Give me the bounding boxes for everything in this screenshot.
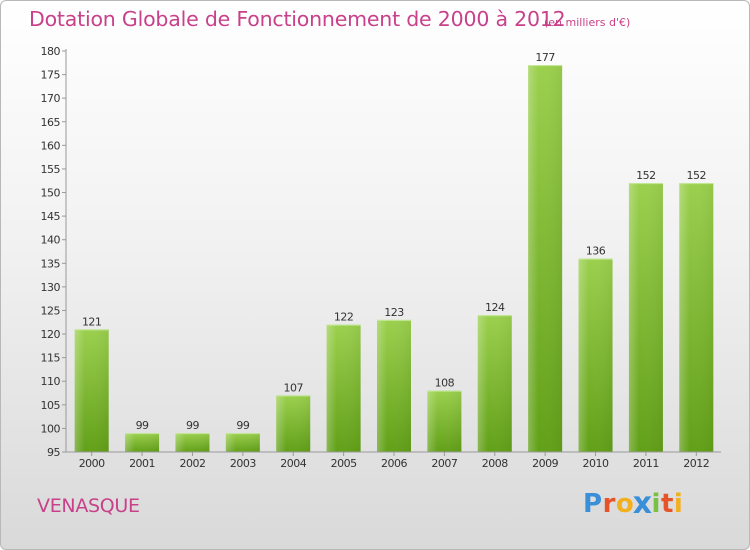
y-tick-label: 125 [41, 304, 61, 317]
chart-title: Dotation Globale de Fonctionnement de 20… [29, 7, 566, 31]
x-tick-label: 2008 [482, 457, 508, 470]
x-tick-label: 2004 [280, 457, 306, 470]
bar-value-label: 136 [586, 245, 606, 258]
x-tick-label: 2003 [230, 457, 256, 470]
y-tick-label: 180 [41, 45, 61, 58]
bar-value-label: 99 [236, 419, 249, 432]
bar-value-label: 124 [485, 301, 505, 314]
bar-shade [326, 324, 361, 452]
y-tick-label: 175 [41, 69, 61, 82]
x-tick-label: 2007 [431, 457, 457, 470]
bar-shade [276, 395, 311, 452]
bar-value-label: 123 [384, 306, 404, 319]
y-tick-label: 165 [41, 116, 61, 129]
bar-value-label: 152 [636, 169, 656, 182]
logo-letter: t [660, 489, 674, 519]
x-tick-label: 2000 [79, 457, 105, 470]
x-tick-label: 2001 [129, 457, 155, 470]
proxiti-logo: Proxiti [583, 486, 684, 522]
bar-value-label: 108 [435, 377, 455, 390]
y-tick-label: 160 [41, 139, 61, 152]
x-tick-label: 2006 [381, 457, 407, 470]
y-tick-label: 155 [41, 163, 61, 176]
bar-value-label: 107 [283, 381, 303, 394]
y-tick-label: 140 [41, 234, 61, 247]
y-tick-label: 105 [41, 399, 61, 412]
logo-letter: o [615, 489, 635, 519]
y-tick-label: 145 [41, 210, 61, 223]
y-tick-label: 115 [41, 352, 61, 365]
x-tick-label: 2009 [532, 457, 558, 470]
logo-letter: i [651, 489, 661, 519]
bar-shade [427, 390, 462, 452]
y-tick-label: 170 [41, 92, 61, 105]
bar-value-label: 99 [186, 419, 199, 432]
bar-shade [377, 319, 411, 452]
bar-shade [528, 65, 563, 452]
bar-value-label: 99 [136, 419, 149, 432]
logo-letter: i [673, 489, 684, 519]
y-tick-label: 100 [41, 422, 61, 435]
bar-shade [225, 433, 260, 452]
x-tick-label: 2010 [583, 457, 609, 470]
bar-shade [125, 433, 160, 452]
logo-letter: P [583, 489, 603, 519]
bar-value-label: 152 [687, 169, 707, 182]
bars: 121 99 99 99 107 122 123 108 124 177 136 152 152 [74, 51, 714, 452]
bar-shade [628, 183, 663, 452]
y-tick-label: 135 [41, 257, 61, 270]
y-tick-label: 150 [41, 187, 61, 200]
bar-value-label: 122 [334, 311, 354, 324]
bar-value-label: 177 [535, 51, 555, 64]
x-tick-label: 2011 [633, 457, 659, 470]
x-axis: 2000 2001 2002 2003 2004 2005 2006 2007 2008 2009… [66, 451, 721, 470]
x-tick-label: 2012 [683, 457, 709, 470]
x-tick-label: 2002 [179, 457, 205, 470]
bar-value-label: 121 [82, 315, 102, 328]
logo-letter: r [602, 489, 616, 519]
x-tick-label: 2005 [331, 457, 357, 470]
logo-letter: x [632, 486, 653, 522]
chart-unit: (en milliers d'€) [544, 16, 631, 29]
bar-shade [578, 258, 613, 452]
commune-name: VENASQUE [37, 495, 140, 517]
y-tick-label: 95 [47, 446, 60, 459]
y-tick-label: 130 [41, 281, 61, 294]
bar-shade [679, 183, 714, 452]
y-tick-label: 120 [41, 328, 61, 341]
bar-shade [74, 329, 109, 452]
bar-shade [477, 315, 512, 452]
bar-shade [175, 433, 210, 452]
y-axis: 95 100 105 110 115 120 125 130 135 140 145 150 155 16… [41, 45, 67, 459]
y-tick-label: 110 [41, 375, 61, 388]
